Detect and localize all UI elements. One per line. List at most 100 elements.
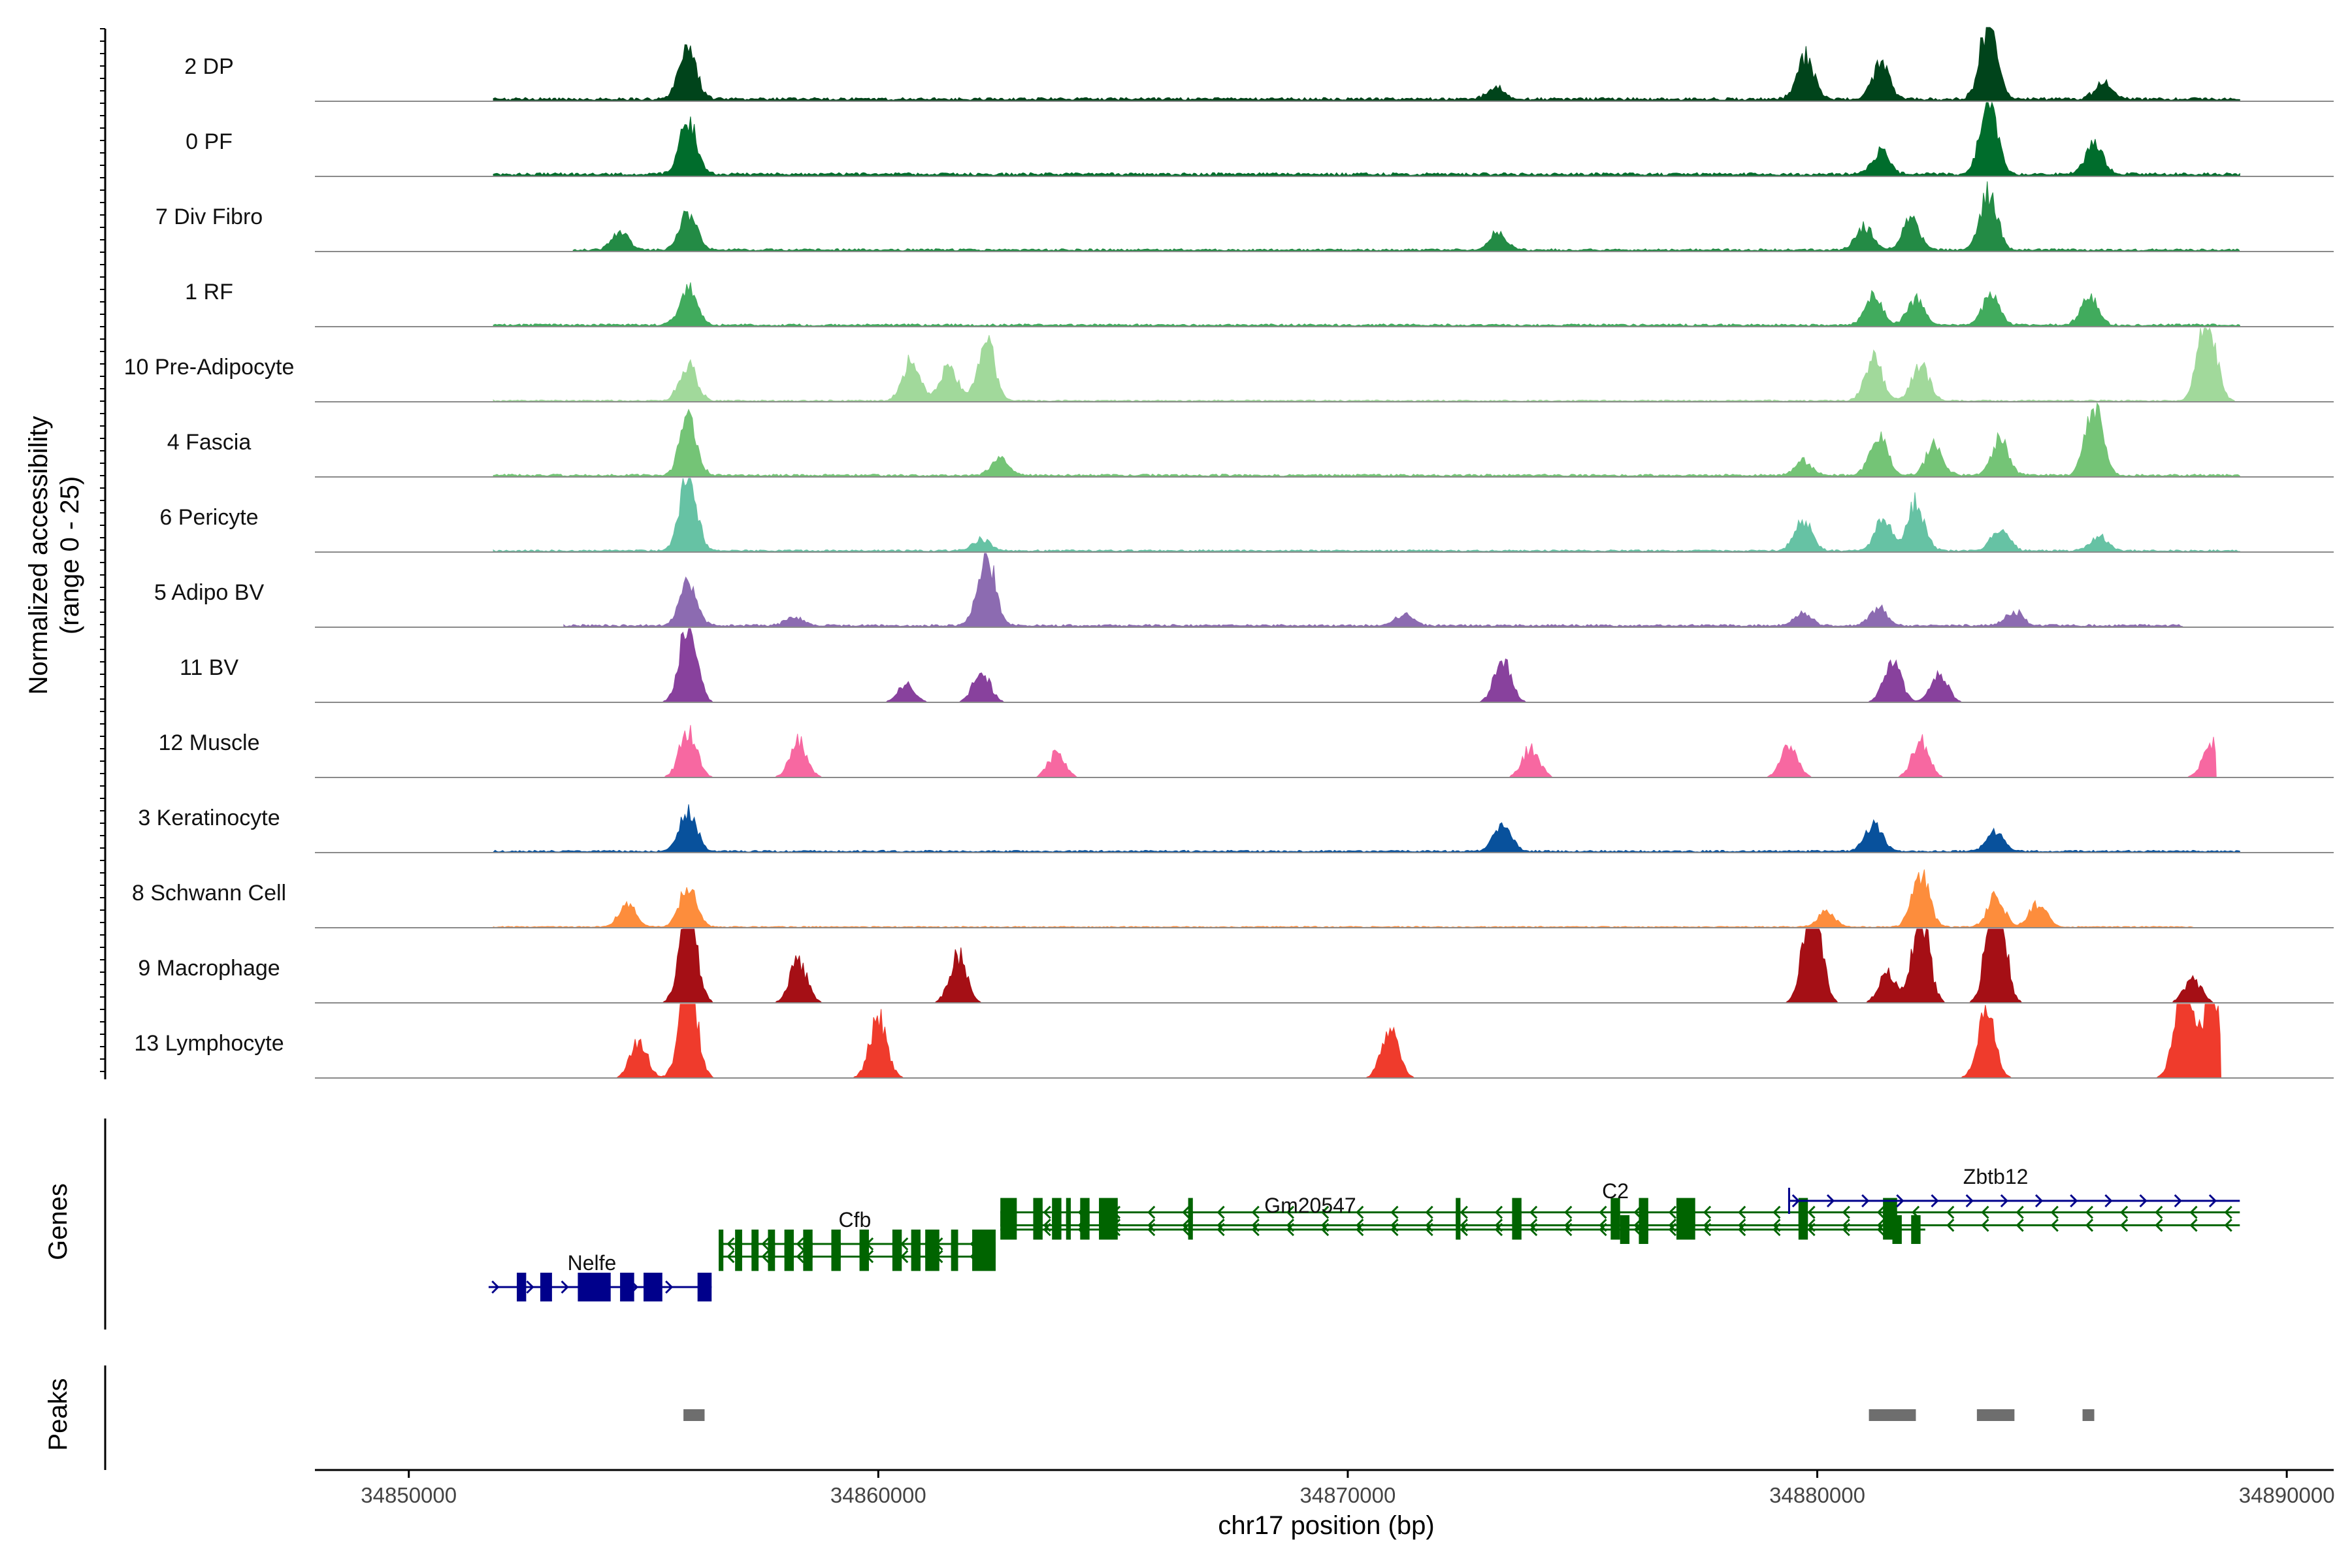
strand-arrow	[2070, 1194, 2078, 1208]
gene-exon	[784, 1242, 794, 1271]
strand-arrow	[1356, 1205, 1364, 1219]
strand-arrow	[665, 1280, 674, 1294]
strand-arrow	[1772, 1222, 1781, 1237]
gene-exon	[578, 1273, 611, 1301]
track-label: 0 PF	[186, 129, 233, 154]
coverage-series	[526, 1004, 2222, 1079]
track-label: 2 DP	[184, 54, 234, 79]
x-tick-label: 34850000	[361, 1483, 457, 1507]
strand-arrow	[1286, 1222, 1295, 1237]
strand-arrow	[2189, 1205, 2198, 1219]
strand-arrow	[526, 1280, 534, 1294]
strand-arrow	[1460, 1205, 1468, 1219]
strand-arrow	[1807, 1222, 1816, 1237]
strand-arrow	[1286, 1205, 1295, 1219]
x-tick-label: 34880000	[1769, 1483, 1865, 1507]
gene-exon	[1512, 1211, 1522, 1240]
strand-arrow	[1981, 1205, 1989, 1219]
strand-arrow	[1861, 1194, 1870, 1208]
coverage-series	[502, 725, 2217, 778]
coverage-series	[493, 478, 2240, 553]
gene-exon	[1892, 1215, 1902, 1244]
x-tick-label: 34890000	[2239, 1483, 2335, 1507]
coverage-series	[572, 181, 2241, 252]
genes-layer: Nelfe Cfb Gm20547 C2 Zbtb12	[104, 1119, 2240, 1330]
gene-exon	[1099, 1211, 1118, 1240]
coverage-series	[493, 804, 2240, 853]
strand-arrow	[1390, 1222, 1399, 1237]
gene-exon	[925, 1242, 939, 1271]
strand-arrow	[2016, 1218, 2024, 1232]
gene-exon	[831, 1242, 841, 1271]
peaks-layer	[104, 1365, 2095, 1470]
gene-label: Cfb	[838, 1208, 871, 1232]
x-tick-label: 34870000	[1300, 1483, 1396, 1507]
strand-arrow	[2155, 1205, 2163, 1219]
strand-arrow	[1112, 1222, 1121, 1237]
strand-arrow	[1946, 1205, 1955, 1219]
peak-region	[1976, 1409, 2015, 1421]
strand-arrow	[1043, 1205, 1051, 1219]
gene-exon	[1911, 1215, 1921, 1244]
peak-region	[2082, 1409, 2095, 1421]
gene-exon	[719, 1242, 724, 1271]
gene-exon	[517, 1273, 527, 1301]
strand-arrow	[1738, 1222, 1746, 1237]
gene-exon	[1456, 1211, 1461, 1240]
gene-exon	[1620, 1215, 1630, 1244]
strand-arrow	[2050, 1218, 2059, 1232]
strand-arrow	[2050, 1205, 2059, 1219]
strand-arrow	[1896, 1194, 1904, 1208]
track-label: 11 BV	[180, 655, 238, 680]
gene-exon	[972, 1242, 996, 1271]
gene-exon	[540, 1273, 552, 1301]
strand-arrow	[1321, 1205, 1330, 1219]
strand-arrow	[2120, 1218, 2129, 1232]
strand-arrow	[2189, 1218, 2198, 1232]
strand-arrow	[761, 1250, 770, 1264]
strand-arrow	[1251, 1205, 1260, 1219]
peak-region	[683, 1409, 705, 1421]
coverage-series	[493, 27, 2240, 102]
strand-arrow	[1807, 1205, 1816, 1219]
strand-arrow	[1965, 1194, 1974, 1208]
strand-arrow	[1077, 1222, 1086, 1237]
strand-arrow	[1217, 1222, 1225, 1237]
strand-arrow	[1147, 1205, 1156, 1219]
strand-arrow	[1425, 1222, 1433, 1237]
gene-exon	[1066, 1211, 1071, 1240]
strand-arrow	[2155, 1218, 2163, 1232]
strand-arrow	[1043, 1222, 1051, 1237]
strand-arrow	[1460, 1222, 1468, 1237]
strand-arrow	[1668, 1205, 1676, 1219]
strand-arrow	[1182, 1205, 1190, 1219]
strand-arrow	[1321, 1222, 1330, 1237]
gene-exon	[951, 1242, 958, 1271]
strand-arrow	[1842, 1205, 1850, 1219]
track-label: 7 Div Fibro	[155, 204, 263, 229]
strand-arrow	[1147, 1222, 1156, 1237]
strand-arrow	[761, 1237, 770, 1251]
strand-arrow	[1251, 1222, 1260, 1237]
strand-arrow	[1876, 1205, 1886, 1219]
gene-exon	[697, 1273, 712, 1301]
tracks-layer: 2 DP 0 PF 7 Div Fibro 1 RF 10 Pre-Adipocyte 4…	[124, 27, 2334, 1079]
gene-label: Nelfe	[568, 1251, 617, 1275]
y-axis-layer	[100, 28, 106, 1079]
gene-label: C2	[1602, 1179, 1629, 1203]
strand-arrow	[1946, 1218, 1955, 1232]
strand-arrow	[1738, 1205, 1746, 1219]
track-label: 8 Schwann Cell	[132, 881, 286, 906]
gene-exon	[803, 1242, 813, 1271]
strand-arrow	[2120, 1205, 2129, 1219]
strand-arrow	[1791, 1194, 1800, 1208]
gene-exon	[911, 1242, 921, 1271]
strand-arrow	[1826, 1194, 1835, 1208]
gene-exon	[735, 1242, 742, 1271]
gene-exon	[1188, 1211, 1193, 1240]
strand-arrow	[1529, 1222, 1538, 1237]
gene-label: Zbtb12	[1963, 1165, 2029, 1188]
peaks-axis-title: Peaks	[44, 1378, 73, 1450]
strand-arrow	[1842, 1222, 1850, 1237]
gene-exon	[892, 1242, 902, 1271]
